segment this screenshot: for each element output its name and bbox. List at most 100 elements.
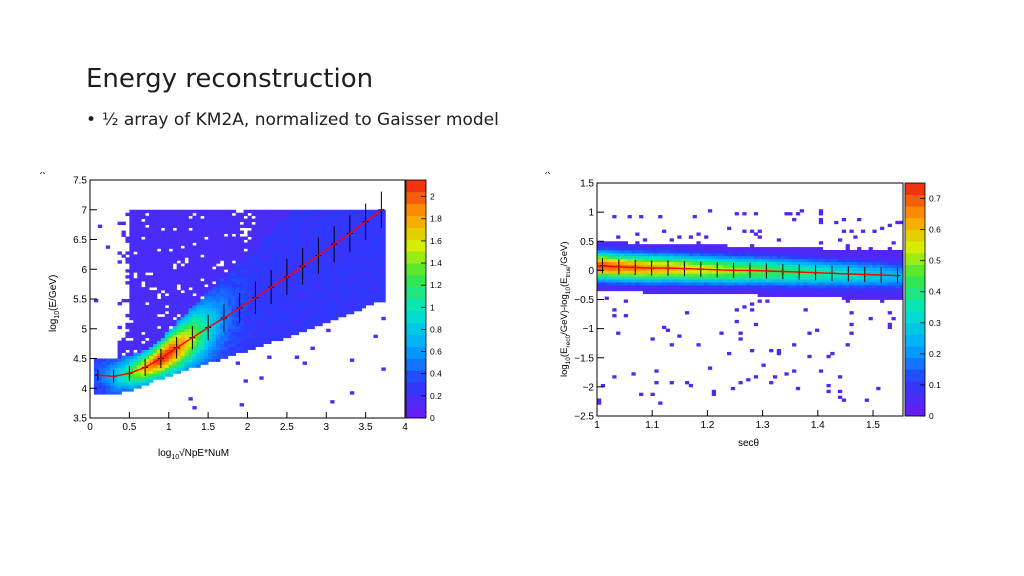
heat-cell (322, 236, 327, 240)
heat-cell (345, 310, 351, 315)
heat-cell (192, 284, 197, 288)
heat-cell (212, 355, 217, 359)
heat-cell (168, 221, 174, 226)
heat-cell (192, 322, 197, 327)
heat-cell (290, 287, 296, 291)
heat-cell (137, 260, 142, 264)
heat-cell (684, 284, 690, 289)
heat-cell (271, 272, 276, 276)
heat-cell (145, 367, 150, 371)
y-tick-label: −1.5 (574, 353, 594, 364)
colorbar-segment (406, 346, 426, 359)
heat-cell (133, 266, 138, 270)
heat-cell (286, 239, 292, 243)
heat-cell (658, 247, 663, 251)
heat-cell (160, 337, 166, 342)
heat-cell (176, 346, 181, 350)
heat-cell (231, 310, 237, 315)
heat-cell (330, 212, 335, 217)
heat-cell (684, 258, 690, 263)
heat-cell (271, 248, 276, 252)
heat-cell (642, 290, 648, 295)
heat-cell (608, 241, 613, 245)
heat-cell (818, 276, 824, 280)
heat-cell (227, 242, 233, 246)
heat-cell (168, 218, 174, 223)
heat-cell (314, 301, 319, 306)
heat-cell (338, 278, 343, 282)
heat-cell (310, 278, 315, 282)
heat-cell (658, 287, 663, 292)
heat-cell (235, 316, 241, 321)
heat-cell (314, 248, 319, 252)
heat-cell (113, 382, 118, 386)
heat-cell (738, 381, 743, 385)
heat-cell (696, 241, 701, 245)
heat-cell (742, 247, 747, 251)
heat-cell (263, 242, 268, 246)
heat-cell (196, 245, 201, 249)
heat-cell (746, 264, 751, 268)
heat-cell (133, 269, 138, 273)
heat-cell (302, 230, 307, 234)
heat-cell (876, 255, 881, 260)
heat-cell (642, 276, 648, 280)
heat-cell (761, 293, 766, 297)
heat-cell (176, 242, 181, 246)
heat-cell (619, 282, 625, 286)
heat-cell (723, 290, 728, 295)
heat-cell (342, 272, 347, 276)
heat-cell (684, 282, 690, 286)
heat-cell (294, 281, 300, 285)
heat-cell (353, 257, 359, 261)
heat-cell (746, 249, 751, 254)
heat-cell (263, 340, 268, 345)
heat-cell (243, 331, 248, 336)
heat-cell (353, 224, 359, 229)
heat-cell (597, 398, 602, 402)
colorbar-segment (406, 191, 426, 205)
heat-cell (133, 221, 138, 226)
heat-cell (326, 296, 331, 300)
heat-cell (243, 284, 248, 288)
heat-cell (730, 247, 736, 251)
heat-cell (868, 252, 873, 257)
heat-cell (219, 343, 225, 348)
heat-cell (757, 293, 762, 297)
heat-cell (857, 217, 862, 222)
heat-cell (365, 227, 370, 231)
heat-cell (204, 316, 209, 321)
heat-cell (164, 331, 170, 336)
heat-cell (692, 215, 697, 219)
heat-cell (314, 319, 319, 324)
heat-cell (160, 257, 166, 261)
heat-cell (282, 325, 288, 330)
heat-cell (231, 337, 237, 342)
heat-cell (883, 270, 889, 274)
heat-cell (208, 296, 213, 300)
heat-cell (857, 276, 862, 280)
heat-cell (811, 258, 816, 263)
heat-cell (849, 252, 854, 257)
heat-cell (180, 355, 185, 359)
heat-cell (318, 304, 323, 309)
heat-cell (342, 242, 347, 246)
heat-cell (310, 304, 315, 309)
heat-cell (208, 340, 213, 345)
heat-cell (192, 364, 197, 368)
heat-cell (826, 264, 831, 268)
heat-cell (160, 236, 166, 240)
heat-cell (239, 245, 244, 249)
heat-cell (326, 221, 331, 226)
heat-cell (208, 257, 213, 261)
heat-cell (326, 227, 331, 231)
heat-cell (746, 287, 751, 292)
heat-cell (141, 373, 146, 377)
heat-cell (271, 296, 276, 300)
heat-cell (204, 272, 209, 276)
heat-cell (192, 352, 197, 356)
heat-cell (208, 230, 213, 234)
heat-cell (168, 257, 174, 261)
heat-cell (330, 400, 335, 404)
heat-cell (227, 284, 233, 288)
